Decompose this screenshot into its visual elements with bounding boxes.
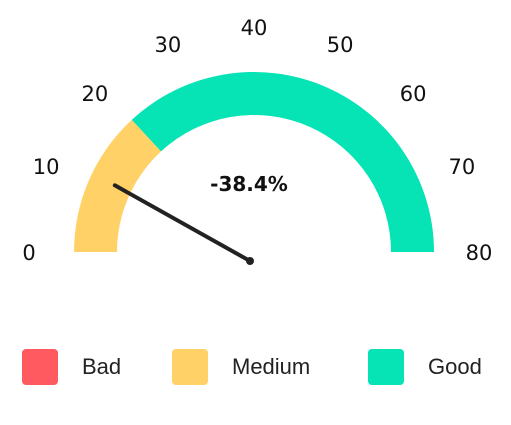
legend: Bad Medium Good [0,349,511,385]
tick-label-20: 20 [82,82,109,106]
gauge-band-good [131,72,435,252]
tick-label-60: 60 [400,82,427,106]
gauge-chart: 0 10 20 30 40 50 60 70 80 -38.4% [22,16,492,265]
tick-label-0: 0 [22,241,35,265]
needle-hub [246,257,254,265]
legend-swatch-medium [172,349,208,385]
tick-label-30: 30 [155,33,182,57]
gauge-tick-labels: 0 10 20 30 40 50 60 70 80 [22,16,492,265]
legend-label-medium: Medium [232,354,311,379]
tick-label-70: 70 [449,155,476,179]
gauge-value-label: -38.4% [210,172,288,196]
needle-line [112,183,252,263]
tick-label-50: 50 [327,33,354,57]
tick-label-80: 80 [466,241,493,265]
gauge-needle [112,183,254,265]
gauge-bands [74,72,435,252]
legend-item-good[interactable]: Good [368,349,482,385]
legend-label-good: Good [428,354,482,379]
legend-swatch-bad [22,349,58,385]
legend-label-bad: Bad [82,354,122,379]
tick-label-10: 10 [33,155,60,179]
legend-swatch-good [368,349,404,385]
legend-item-bad[interactable]: Bad [22,349,121,385]
legend-item-medium[interactable]: Medium [172,349,310,385]
tick-label-40: 40 [241,16,268,40]
